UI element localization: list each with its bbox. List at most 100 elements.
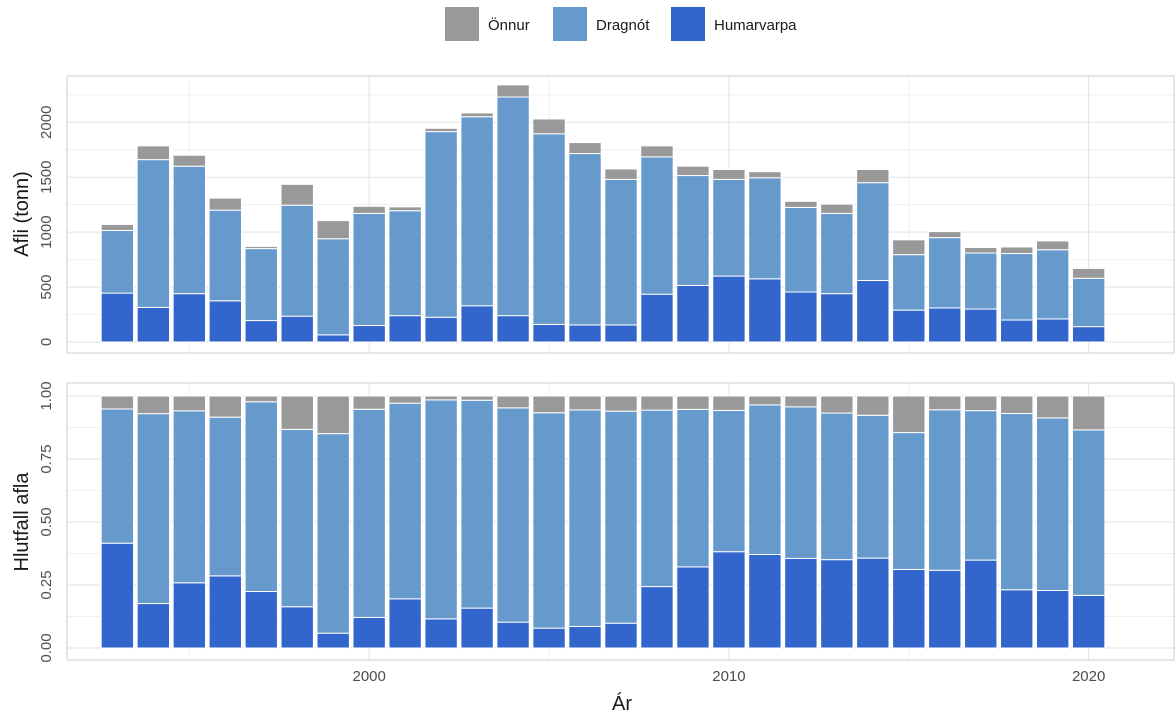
bar-tonnes-humarvarpa-1999 bbox=[316, 334, 350, 343]
bar-tonnes-dragnot-1998 bbox=[280, 204, 314, 317]
bar-tonnes-humarvarpa-2018 bbox=[1000, 319, 1034, 343]
panel-border bbox=[66, 382, 1175, 661]
bar-tonnes-dragnot-1994 bbox=[136, 159, 171, 308]
bar-tonnes-dragnot-2006 bbox=[568, 153, 602, 326]
bar-tonnes-humarvarpa-1993 bbox=[100, 292, 135, 343]
y-tick-label-share: 0.00 bbox=[38, 633, 55, 662]
bar-share-onnur-1995 bbox=[172, 395, 207, 412]
y-tick-label-tonnes: 1000 bbox=[38, 215, 55, 248]
bar-share-humarvarpa-1994 bbox=[136, 603, 171, 649]
bar-share-onnur-2000 bbox=[352, 395, 386, 410]
bar-tonnes-dragnot-1996 bbox=[208, 209, 242, 302]
bar-share-dragnot-1994 bbox=[136, 413, 171, 605]
bar-tonnes-dragnot-2002 bbox=[424, 131, 458, 318]
bar-share-onnur-2006 bbox=[568, 395, 602, 411]
bar-tonnes-humarvarpa-2008 bbox=[640, 293, 674, 343]
y-tick-label-share: 0.75 bbox=[38, 444, 55, 473]
bar-share-dragnot-2016 bbox=[928, 409, 962, 571]
bar-tonnes-onnur-2016 bbox=[928, 231, 962, 239]
x-tick-label: 2010 bbox=[712, 668, 745, 685]
bar-share-dragnot-2011 bbox=[748, 404, 782, 556]
bar-share-onnur-2010 bbox=[712, 395, 746, 411]
bar-tonnes-humarvarpa-2014 bbox=[856, 279, 890, 343]
bar-share-onnur-2002 bbox=[424, 395, 458, 401]
bar-share-onnur-1994 bbox=[136, 395, 171, 415]
bar-share-dragnot-1998 bbox=[280, 428, 314, 608]
bar-tonnes-onnur-2004 bbox=[496, 84, 530, 98]
bar-share-humarvarpa-2002 bbox=[424, 618, 458, 649]
bar-tonnes-dragnot-1993 bbox=[100, 229, 135, 294]
bar-tonnes-onnur-2011 bbox=[748, 171, 782, 179]
bar-tonnes-onnur-2006 bbox=[568, 142, 602, 155]
y-tick-label-tonnes: 1500 bbox=[38, 161, 55, 194]
bar-share-humarvarpa-2000 bbox=[352, 616, 386, 649]
bar-share-dragnot-2017 bbox=[964, 410, 998, 561]
bar-share-dragnot-2018 bbox=[1000, 412, 1034, 591]
bar-tonnes-onnur-1996 bbox=[208, 197, 242, 211]
bar-tonnes-dragnot-2014 bbox=[856, 182, 890, 281]
bar-tonnes-onnur-1995 bbox=[172, 154, 207, 167]
bar-share-dragnot-2010 bbox=[712, 409, 746, 553]
bar-tonnes-onnur-2020 bbox=[1071, 267, 1106, 279]
bar-tonnes-dragnot-2011 bbox=[748, 177, 782, 280]
bar-share-onnur-1999 bbox=[316, 395, 350, 435]
bar-share-dragnot-2003 bbox=[460, 399, 494, 609]
bar-share-humarvarpa-2012 bbox=[784, 557, 818, 649]
bar-tonnes-dragnot-2010 bbox=[712, 178, 746, 277]
bar-share-onnur-2009 bbox=[676, 395, 710, 410]
y-tick-label-share: 1.00 bbox=[38, 381, 55, 410]
bar-share-humarvarpa-2019 bbox=[1036, 589, 1070, 649]
bar-share-humarvarpa-2001 bbox=[388, 598, 422, 649]
bar-share-dragnot-1999 bbox=[316, 433, 350, 634]
bar-tonnes-humarvarpa-1994 bbox=[136, 306, 171, 343]
bar-share-onnur-2016 bbox=[928, 395, 962, 411]
bar-share-dragnot-2000 bbox=[352, 408, 386, 618]
y-axis-title-share: Hlutfall afla bbox=[11, 472, 33, 572]
bar-share-humarvarpa-2014 bbox=[856, 557, 890, 649]
bar-tonnes-dragnot-1999 bbox=[316, 238, 350, 336]
bar-tonnes-humarvarpa-2002 bbox=[424, 316, 458, 343]
bar-tonnes-humarvarpa-2020 bbox=[1071, 326, 1106, 343]
bar-tonnes-onnur-2015 bbox=[892, 239, 926, 256]
bar-share-humarvarpa-2018 bbox=[1000, 589, 1034, 649]
bar-share-onnur-2007 bbox=[604, 395, 638, 412]
bar-tonnes-humarvarpa-2001 bbox=[388, 315, 422, 343]
bar-tonnes-dragnot-2019 bbox=[1036, 249, 1070, 320]
bar-tonnes-onnur-1993 bbox=[100, 223, 135, 231]
bar-tonnes-onnur-1999 bbox=[316, 220, 350, 240]
bar-tonnes-humarvarpa-2003 bbox=[460, 305, 494, 343]
bar-share-dragnot-2012 bbox=[784, 406, 818, 559]
bar-share-humarvarpa-2008 bbox=[640, 586, 674, 649]
bar-tonnes-onnur-2007 bbox=[604, 168, 638, 180]
legend-label-humarvarpa: Humarvarpa bbox=[714, 17, 797, 34]
bar-tonnes-dragnot-2016 bbox=[928, 237, 962, 309]
bar-share-onnur-2012 bbox=[784, 395, 818, 408]
bar-tonnes-dragnot-2020 bbox=[1071, 277, 1106, 328]
bar-share-onnur-1997 bbox=[244, 395, 278, 403]
bar-share-dragnot-1995 bbox=[172, 410, 207, 584]
bar-share-humarvarpa-2011 bbox=[748, 554, 782, 649]
bar-share-humarvarpa-2013 bbox=[820, 559, 854, 649]
bar-share-dragnot-2009 bbox=[676, 408, 710, 568]
bar-share-humarvarpa-2020 bbox=[1071, 594, 1106, 649]
bar-tonnes-humarvarpa-1998 bbox=[280, 315, 314, 343]
bar-share-humarvarpa-2007 bbox=[604, 622, 638, 649]
bar-share-dragnot-1997 bbox=[244, 401, 278, 593]
bar-share-humarvarpa-2016 bbox=[928, 569, 962, 649]
legend-key-dragnot bbox=[553, 7, 587, 41]
bar-share-dragnot-2002 bbox=[424, 399, 458, 620]
bar-share-humarvarpa-2017 bbox=[964, 559, 998, 649]
bar-share-dragnot-1993 bbox=[100, 408, 135, 544]
bar-share-humarvarpa-1995 bbox=[172, 582, 207, 649]
bar-tonnes-dragnot-2001 bbox=[388, 210, 422, 317]
bar-tonnes-onnur-2010 bbox=[712, 169, 746, 180]
y-axis-title-tonnes: Afli (tonn) bbox=[11, 171, 33, 257]
bar-tonnes-onnur-2014 bbox=[856, 169, 890, 184]
bar-share-dragnot-2015 bbox=[892, 432, 926, 570]
bar-share-humarvarpa-2005 bbox=[532, 627, 566, 649]
bar-tonnes-humarvarpa-2006 bbox=[568, 324, 602, 343]
bar-tonnes-dragnot-2018 bbox=[1000, 253, 1034, 321]
bar-share-onnur-2005 bbox=[532, 395, 566, 414]
bar-tonnes-onnur-2012 bbox=[784, 200, 818, 208]
bar-tonnes-humarvarpa-2013 bbox=[820, 293, 854, 343]
